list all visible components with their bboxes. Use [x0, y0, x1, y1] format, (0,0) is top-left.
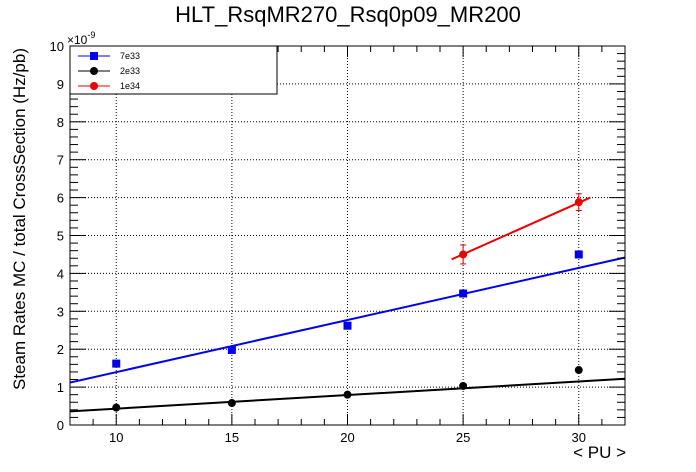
data-point-2e33	[227, 399, 236, 408]
legend-box	[69, 45, 278, 95]
x-tick-label: 15	[225, 430, 239, 445]
y-axis-label: Steam Rates MC / total CrossSection (Hz/…	[10, 48, 29, 390]
y-tick-label: 3	[57, 304, 64, 319]
y-tick-label: 0	[57, 418, 64, 433]
chart-title: HLT_RsqMR270_Rsq0p09_MR200	[175, 2, 521, 27]
y-tick-label: 6	[57, 191, 64, 206]
x-tick-label: 25	[456, 430, 470, 445]
y-tick-label: 2	[57, 342, 64, 357]
data-point-2e33	[459, 381, 468, 390]
data-point-7e33	[112, 359, 121, 368]
y-tick-label: 10	[50, 39, 64, 54]
y-tick-label: 7	[57, 153, 64, 168]
legend-label-1e34: 1e34	[120, 81, 140, 91]
y-tick-label: 4	[57, 266, 64, 281]
data-point-1e34	[574, 198, 583, 207]
data-point-1e34	[459, 250, 468, 259]
data-point-2e33	[343, 390, 352, 399]
data-point-7e33	[574, 250, 583, 259]
y-tick-label: 1	[57, 380, 64, 395]
data-point-7e33	[459, 289, 468, 298]
grid	[70, 46, 625, 425]
y-tick-label: 5	[57, 229, 64, 244]
data-points	[112, 193, 583, 412]
x-tick-label: 10	[109, 430, 123, 445]
data-point-2e33	[112, 403, 121, 412]
y-tick-label: 8	[57, 115, 64, 130]
fit-line-7e33	[69, 256, 626, 384]
fit-line-1e34	[451, 196, 591, 261]
x-axis-label: < PU >	[573, 443, 626, 462]
legend-entries: 7e33 2e33 1e34	[78, 51, 140, 91]
y-exponent-label: ×10-9	[67, 30, 95, 47]
legend-marker-7e33	[90, 52, 98, 60]
legend-label-2e33: 2e33	[120, 66, 140, 76]
data-point-7e33	[343, 321, 352, 330]
legend-marker-2e33	[90, 67, 98, 75]
y-exponent-power: -9	[87, 30, 95, 40]
y-tick-label: 9	[57, 77, 64, 92]
legend: 7e33 2e33 1e34	[69, 45, 278, 95]
x-tick-label: 20	[340, 430, 354, 445]
y-exponent-base: ×10	[67, 33, 88, 47]
x-tick-label: 30	[572, 430, 586, 445]
legend-label-7e33: 7e33	[120, 51, 140, 61]
legend-marker-1e34	[90, 82, 98, 90]
data-point-7e33	[227, 345, 236, 354]
data-point-2e33	[574, 366, 583, 375]
axis-ticks: 10 15 20 25 30 0 1 2 3 4 5 6 7 8 9 10	[50, 39, 626, 445]
